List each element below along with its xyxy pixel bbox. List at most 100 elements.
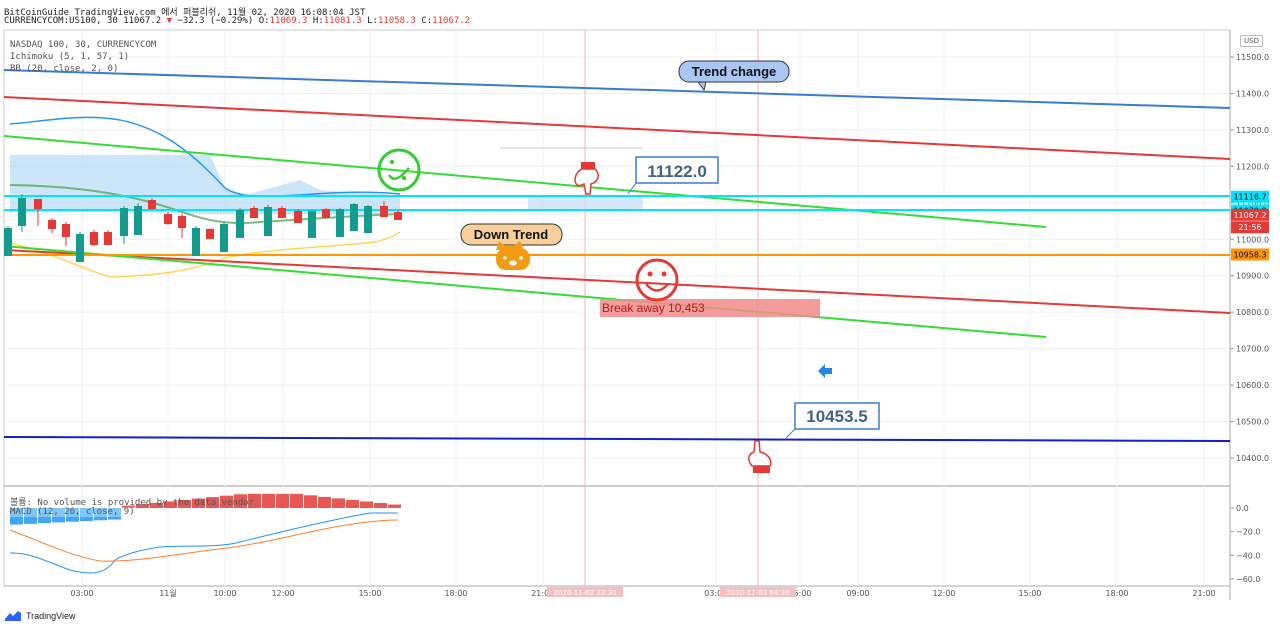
- candle[interactable]: [220, 222, 228, 252]
- candle[interactable]: [294, 209, 302, 223]
- price-tick-label: 10800.0: [1236, 308, 1269, 317]
- time-tick-label: 06:00: [788, 589, 811, 598]
- candle[interactable]: [104, 230, 112, 245]
- candle[interactable]: [380, 201, 388, 217]
- trend-change-callout[interactable]: [678, 60, 790, 83]
- candle[interactable]: [308, 210, 316, 238]
- footer[interactable]: TradingView: [4, 608, 76, 624]
- macd-hist-bar: [388, 504, 401, 508]
- trend-line-green-upper[interactable]: [3, 135, 1047, 228]
- candlestick-series[interactable]: [4, 194, 402, 262]
- time-tick-label: 15:00: [1018, 589, 1041, 598]
- svg-text:11116.7: 11116.7: [1233, 193, 1266, 202]
- candle[interactable]: [250, 206, 258, 218]
- time-highlight-label: 2020-11-02 22:30: [553, 589, 616, 597]
- price-axis[interactable]: 11500.0 11400.0 11300.0 11200.0 11100.0 11000…: [1230, 53, 1269, 463]
- legend-bb[interactable]: BB (20, close, 2, 0): [10, 64, 119, 74]
- ichimoku-cloud: [10, 155, 400, 214]
- candle[interactable]: [178, 214, 186, 238]
- price-tick-label: 11200.0: [1236, 162, 1269, 171]
- macd-hist-bar: [360, 501, 373, 508]
- candle[interactable]: [62, 222, 70, 246]
- candle[interactable]: [278, 206, 286, 218]
- time-tick-label: 18:00: [1105, 589, 1128, 598]
- cat-face-icon[interactable]: [496, 241, 530, 270]
- candle[interactable]: [164, 212, 172, 225]
- pointing-hand-up-icon[interactable]: [748, 440, 772, 473]
- candle[interactable]: [76, 232, 84, 262]
- candle[interactable]: [90, 230, 98, 246]
- trend-line-red-upper[interactable]: [3, 96, 1231, 160]
- macd-line: [9, 512, 398, 574]
- time-axis[interactable]: 03:00 11월 10:00 12:00 15:00 18:00 21:0C 03:0C 06…: [70, 588, 1215, 598]
- bb-upper-line: [9, 116, 401, 197]
- time-highlight-box: [720, 587, 796, 597]
- macd-hist-bar: [234, 494, 247, 508]
- price-tick-label: 10700.0: [1236, 345, 1269, 354]
- down-trend-callout[interactable]: [460, 223, 563, 246]
- macd-hist-bar: [10, 508, 23, 525]
- tradingview-brand: TradingView: [26, 611, 76, 621]
- price-badge: 11067.2: [1231, 208, 1269, 221]
- candle[interactable]: [4, 226, 12, 256]
- macd-hist-bar: [150, 502, 163, 508]
- legend-volume[interactable]: 볼륨: No volume is provided by the data ve…: [10, 498, 255, 508]
- candle[interactable]: [322, 208, 330, 218]
- break-away-label: Break away 10,453: [602, 301, 705, 315]
- trend-line-green-lower[interactable]: [3, 245, 1047, 338]
- candle[interactable]: [394, 210, 402, 220]
- macd-hist-bar: [332, 498, 345, 508]
- macd-tick-label: −60.0: [1236, 575, 1261, 584]
- candle[interactable]: [120, 206, 128, 244]
- candle[interactable]: [192, 226, 200, 256]
- ohlc-high-label: H:: [312, 16, 324, 26]
- pointing-hand-down-icon[interactable]: [574, 162, 599, 195]
- trend-line-blue[interactable]: [3, 69, 1231, 109]
- candle[interactable]: [264, 205, 272, 236]
- macd-hist-bar: [52, 508, 65, 523]
- time-highlight-box: [547, 587, 623, 597]
- chart-header: BitCoinGuide TradingView.com 에서 퍼블리쉬, 11…: [0, 0, 1280, 30]
- candle[interactable]: [350, 203, 358, 231]
- legend-title[interactable]: NASDAQ 100, 30, CURRENCYCOM: [10, 40, 157, 50]
- callout-top[interactable]: [635, 156, 719, 184]
- candle[interactable]: [236, 208, 244, 238]
- break-away-box[interactable]: [600, 299, 820, 317]
- candle[interactable]: [206, 228, 214, 239]
- symbol-ohlc-line: CURRENCYCOM:US100, 30 11067.2 ▼ −32.3 (−…: [4, 16, 470, 26]
- ohlc-close: 11067.2: [432, 16, 471, 26]
- candle[interactable]: [364, 205, 372, 233]
- time-tick-label: 15:00: [358, 589, 381, 598]
- price-badge: 21:56: [1231, 221, 1269, 234]
- macd-hist-bar: [374, 503, 387, 508]
- macd-hist-bar: [38, 508, 51, 524]
- macd-hist-bar: [178, 499, 191, 508]
- legend-macd[interactable]: MACD (12, 26, close, 9): [10, 507, 135, 517]
- macd-hist-bar: [206, 497, 219, 508]
- callout-bottom-pointer: [785, 428, 796, 439]
- macd-axis[interactable]: 0.0 −20.0 −40.0 −60.0: [1230, 504, 1261, 584]
- arrow-left-icon[interactable]: [818, 364, 832, 378]
- candle[interactable]: [336, 208, 344, 237]
- support-line-navy[interactable]: [3, 436, 1231, 442]
- down-trend-label: Down Trend: [474, 227, 548, 242]
- macd-signal-line: [9, 519, 399, 562]
- ohlc-open: 11069.3: [269, 16, 308, 26]
- candle[interactable]: [18, 194, 26, 232]
- candle[interactable]: [48, 218, 56, 233]
- candle[interactable]: [34, 199, 42, 226]
- callout-bottom[interactable]: [794, 402, 880, 430]
- candle[interactable]: [148, 198, 156, 210]
- smiley-green-icon[interactable]: [377, 148, 421, 192]
- smiley-red-icon[interactable]: [635, 258, 679, 302]
- legend-ichimoku[interactable]: Ichimoku (5, 1, 57, 1): [10, 52, 130, 62]
- macd-hist-bar: [122, 505, 135, 508]
- currency-button[interactable]: USD: [1240, 35, 1263, 47]
- trend-line-red-lower[interactable]: [3, 249, 1231, 314]
- trend-change-label: Trend change: [692, 64, 777, 79]
- candle[interactable]: [134, 203, 142, 235]
- price-change: −32.3 (−0.29%): [177, 16, 254, 26]
- price-tick-label: 11000.0: [1236, 235, 1269, 244]
- symbol-label[interactable]: CURRENCYCOM:US100, 30: [4, 16, 118, 26]
